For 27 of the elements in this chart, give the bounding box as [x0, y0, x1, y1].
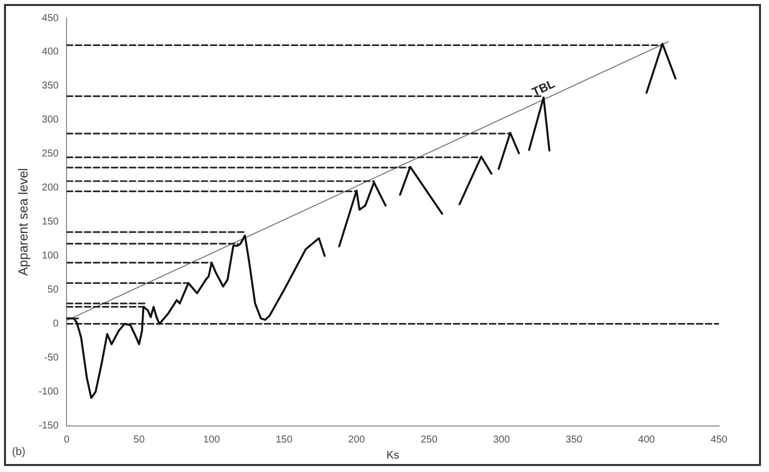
y-tick-label: 300 — [42, 114, 60, 126]
y-axis-title: Apparent sea level — [15, 168, 30, 276]
x-tick-label: 100 — [203, 434, 220, 446]
y-tick-label: -50 — [44, 352, 60, 364]
x-tick-label: 350 — [566, 434, 583, 446]
x-tick-label: 250 — [420, 434, 438, 446]
x-tick-label: 450 — [710, 434, 728, 446]
x-tick-label: 300 — [493, 434, 510, 446]
y-tick-label: -150 — [38, 420, 60, 432]
y-tick-label: 250 — [42, 148, 60, 160]
y-tick-label: 450 — [42, 12, 60, 24]
x-tick-label: 400 — [638, 434, 656, 446]
y-tick-label: 350 — [42, 80, 60, 92]
text: TBL — [530, 76, 557, 100]
y-tick-label: 150 — [42, 216, 60, 228]
y-tick-label: -100 — [38, 386, 60, 398]
y-tick-label: 400 — [42, 46, 60, 58]
x-tick-label: 50 — [134, 434, 146, 446]
y-tick-label: 0 — [53, 318, 60, 330]
y-tick-label: 50 — [47, 284, 60, 296]
x-tick-label: 200 — [348, 434, 366, 446]
y-tick-label: 100 — [42, 250, 60, 262]
text: (b) — [12, 446, 26, 458]
x-axis-title: Ks — [386, 449, 400, 462]
x-tick-label: 0 — [64, 434, 70, 446]
x-tick-label: 150 — [276, 434, 293, 446]
y-tick-label: 200 — [42, 182, 60, 194]
